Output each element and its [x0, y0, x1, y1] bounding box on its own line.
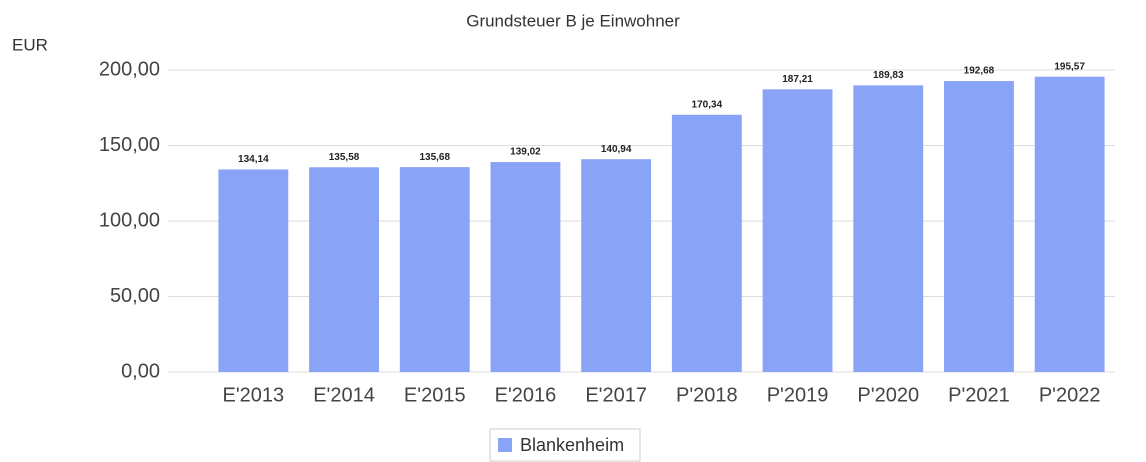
y-tick-label: 50,00 [110, 285, 160, 307]
x-tick-label: P'2020 [857, 384, 919, 406]
bar [762, 89, 833, 372]
x-tick-label: P'2019 [767, 384, 829, 406]
y-tick-label: 0,00 [121, 360, 160, 382]
x-tick-label: E'2013 [223, 384, 285, 406]
legend-box [489, 428, 641, 462]
x-tick-label: P'2022 [1039, 384, 1101, 406]
bar [309, 167, 379, 372]
bar [218, 169, 289, 372]
y-tick-label: 150,00 [99, 134, 160, 156]
bar [944, 81, 1014, 373]
y-tick-label: 100,00 [99, 209, 160, 231]
data-label: 139,02 [510, 147, 541, 158]
data-label: 170,34 [692, 99, 723, 110]
data-label: 187,21 [782, 74, 813, 85]
bar [399, 167, 470, 372]
y-tick-label: 200,00 [99, 58, 160, 80]
bar [490, 162, 561, 372]
bar [671, 114, 742, 373]
data-label: 135,68 [419, 152, 450, 163]
x-tick-label: E'2016 [495, 384, 557, 406]
x-tick-label: E'2015 [404, 384, 466, 406]
bar [581, 159, 652, 372]
data-label: 192,68 [964, 66, 995, 77]
x-tick-label: P'2021 [948, 384, 1010, 406]
data-label: 134,14 [238, 154, 269, 165]
data-label: 135,58 [329, 152, 360, 163]
legend-swatch [498, 438, 512, 452]
data-label: 195,57 [1054, 61, 1085, 72]
y-axis-label: EUR [12, 35, 48, 54]
x-tick-label: E'2017 [585, 384, 647, 406]
data-label: 189,83 [873, 70, 904, 81]
x-tick-label: P'2018 [676, 384, 738, 406]
bar [1034, 76, 1105, 372]
bar [853, 85, 924, 373]
chart-title: Grundsteuer B je Einwohner [466, 11, 680, 30]
legend-label: Blankenheim [520, 435, 624, 455]
data-label: 140,94 [601, 144, 632, 155]
x-tick-label: E'2014 [313, 384, 375, 406]
